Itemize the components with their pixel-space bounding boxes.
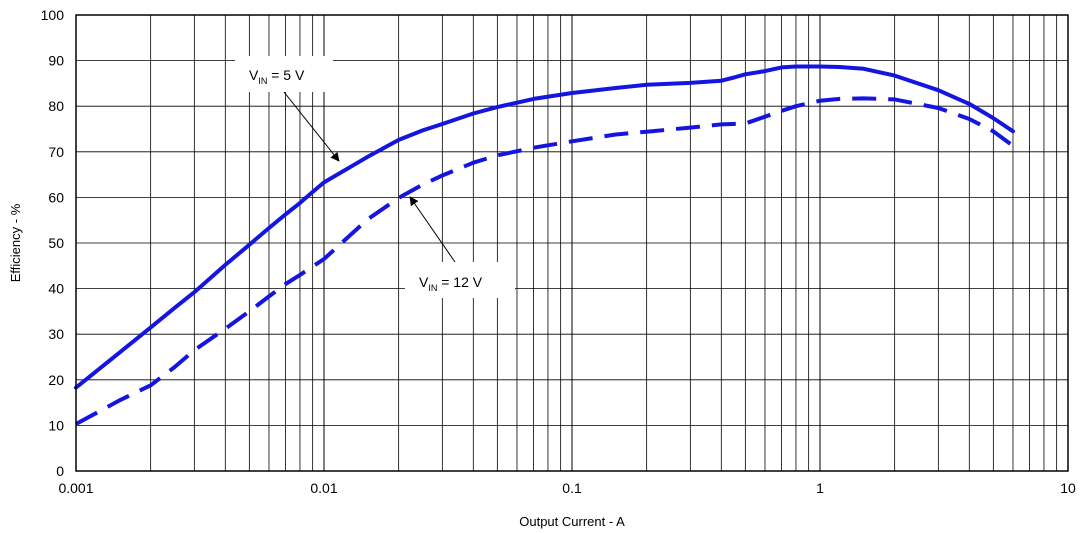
x-tick-label: 1 — [816, 480, 824, 496]
annotation-arrow — [409, 196, 456, 263]
annotation-background — [235, 56, 333, 92]
y-tick-label: 90 — [48, 53, 64, 69]
y-tick-label: 30 — [48, 326, 64, 342]
x-tick-label: 0.01 — [310, 480, 337, 496]
y-tick-label: 60 — [48, 189, 64, 205]
series-line-vin-12v — [75, 96, 1015, 426]
annotation-label: VIN = 5 V — [249, 67, 305, 86]
annotation-label-main: V — [419, 274, 429, 290]
plot-frame — [75, 14, 1069, 472]
y-axis-label: Efficiency - % — [8, 203, 23, 282]
annotation-label-main: V — [249, 67, 259, 83]
y-tick-label: 100 — [41, 7, 65, 23]
y-tick-label: 20 — [48, 372, 64, 388]
annotation-label-sub: IN — [258, 76, 267, 86]
y-tick-label: 50 — [48, 235, 64, 251]
y-tick-label: 40 — [48, 281, 64, 297]
annotation-label-sub: IN — [428, 283, 437, 293]
x-tick-label: 10 — [1060, 480, 1076, 496]
annotation-background — [405, 262, 515, 298]
annotation-vin-5v: VIN = 5 V — [235, 56, 340, 162]
series-layer — [74, 64, 1015, 426]
annotation-vin-12v: VIN = 12 V — [405, 196, 515, 298]
annotation-arrow — [283, 91, 340, 162]
y-tick-label: 10 — [48, 417, 64, 433]
series-line-vin-5v — [74, 64, 1015, 390]
annotation-label-rest: = 12 V — [437, 274, 482, 290]
x-tick-label: 0.001 — [58, 480, 93, 496]
y-tick-label: 70 — [48, 144, 64, 160]
y-tick-label: 0 — [56, 463, 64, 479]
annotation-label-rest: = 5 V — [267, 67, 305, 83]
y-tick-label: 80 — [48, 98, 64, 114]
x-tick-label: 0.1 — [562, 480, 582, 496]
plot-border — [75, 14, 1069, 472]
x-axis-label: Output Current - A — [519, 514, 625, 529]
annotation-label: VIN = 12 V — [419, 274, 483, 293]
